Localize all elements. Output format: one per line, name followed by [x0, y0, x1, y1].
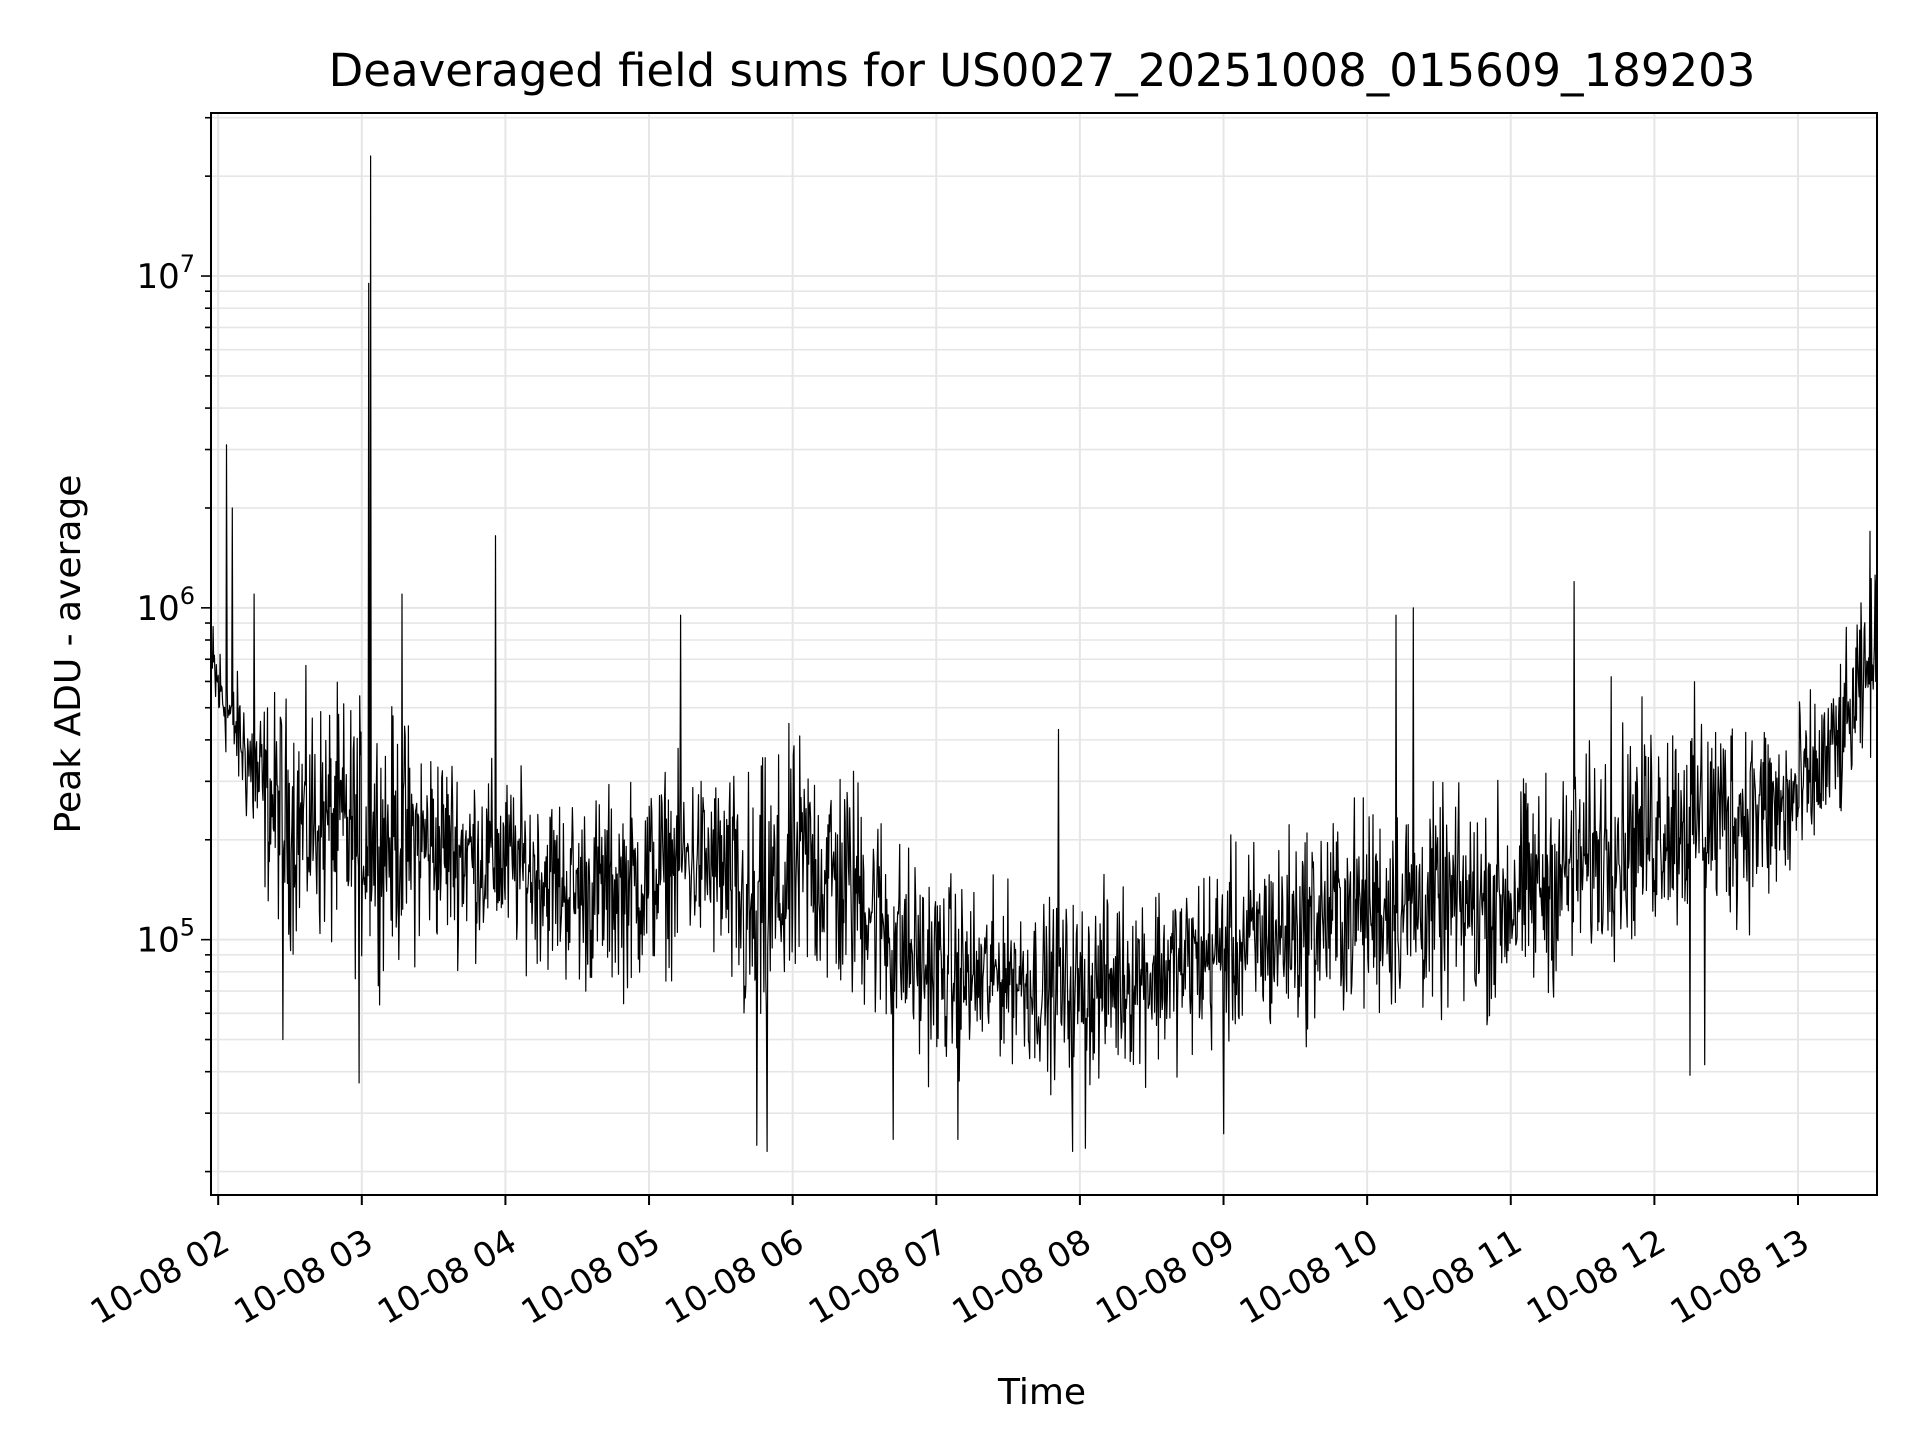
plot-frame	[210, 112, 1878, 1196]
y-tick-label-base: 10	[136, 257, 179, 297]
y-axis-label: Peak ADU - average	[48, 475, 89, 834]
y-tick-label-base: 10	[136, 589, 179, 629]
x-axis-label: Time	[997, 1372, 1086, 1413]
y-tick-label-exponent: 5	[180, 914, 195, 942]
y-tick-label: 107	[136, 250, 195, 297]
y-tick-label: 105	[136, 914, 195, 961]
plot-background	[211, 113, 1877, 1195]
chart-title: Deaveraged field sums for US0027_2025100…	[329, 44, 1756, 97]
y-tick-label-exponent: 6	[180, 582, 195, 610]
series-line	[211, 155, 1878, 1152]
y-tick-label: 106	[136, 582, 195, 629]
series-layer	[211, 155, 1878, 1152]
y-tick-label-base: 10	[136, 921, 179, 961]
plot-area	[210, 112, 1878, 1196]
y-tick-label-exponent: 7	[180, 250, 195, 278]
